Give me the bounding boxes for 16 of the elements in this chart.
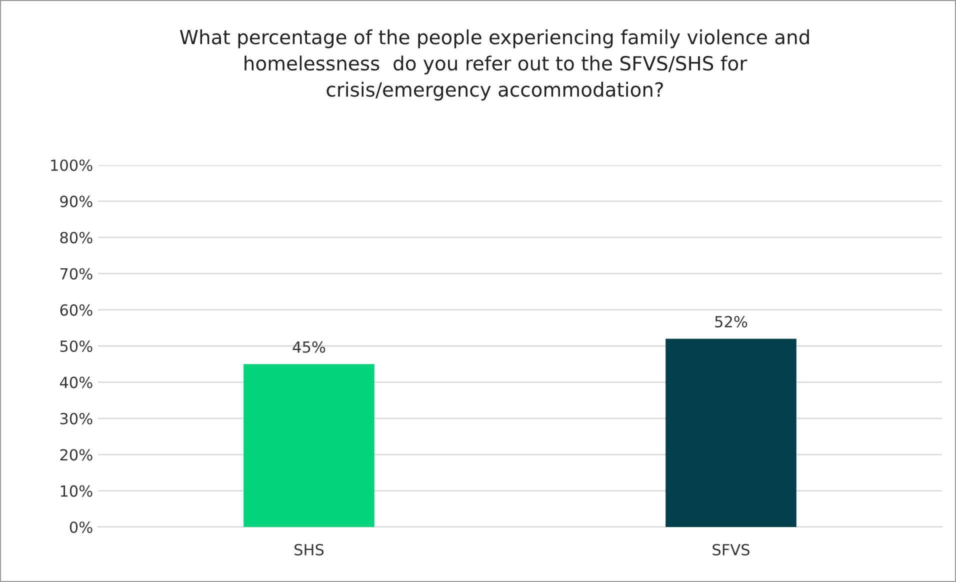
chart-title: What percentage of the people experiencing family violence and homelessness do you refer out to the SFVS/SHS for crisis/emergency accommodation?: [180, 29, 809, 101]
y-tick-label: 90%: [60, 196, 92, 208]
data-label: 52%: [715, 316, 748, 328]
y-tick-label: 80%: [60, 232, 92, 244]
x-tick-label: SHS: [294, 544, 324, 556]
y-tick-label: 100%: [51, 159, 92, 172]
data-label: 45%: [292, 341, 326, 353]
y-tick-label: 30%: [60, 412, 92, 424]
y-tick-label: 0%: [70, 521, 92, 534]
y-tick-label: 20%: [60, 449, 92, 461]
y-tick-label: 70%: [60, 268, 92, 280]
y-tick-label: 50%: [60, 340, 92, 352]
y-tick-label: 40%: [60, 376, 92, 388]
y-tick-label: 10%: [60, 485, 92, 497]
x-tick-label: SFVS: [712, 544, 750, 556]
y-tick-label: 60%: [60, 304, 92, 316]
